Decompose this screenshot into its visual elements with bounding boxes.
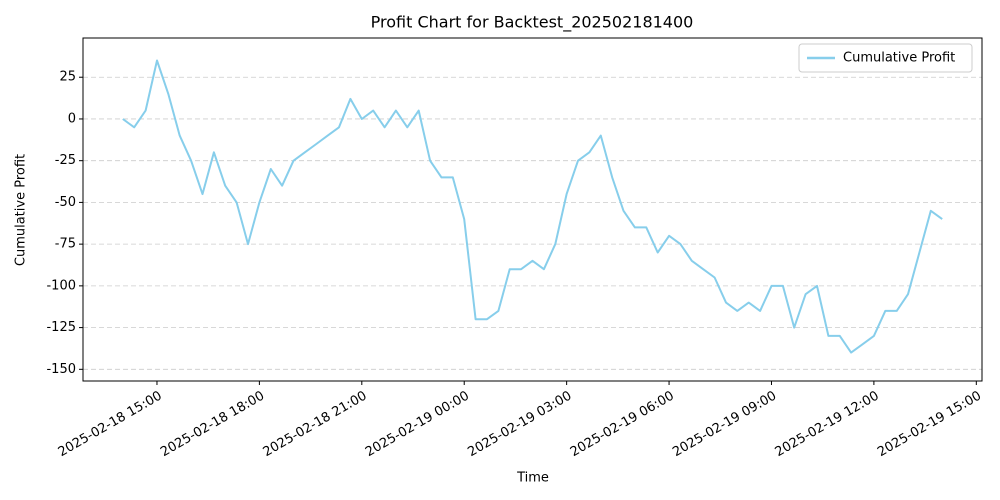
x-tick-label: 2025-02-18 21:00: [261, 389, 370, 461]
chart-title: Profit Chart for Backtest_202502181400: [371, 13, 694, 33]
x-axis-label: Time: [516, 471, 549, 486]
y-tick-label: 0: [68, 111, 76, 126]
plot-frame: [82, 37, 983, 382]
y-tick-label: -25: [55, 153, 76, 168]
y-axis-label: Cumulative Profit: [14, 154, 29, 266]
y-tick-label: -100: [46, 278, 76, 293]
line: [122, 59, 943, 354]
x-tick-label: 2025-02-19 15:00: [875, 389, 984, 461]
y-tick-label: -50: [55, 195, 76, 210]
x-tick-label: 2025-02-19 06:00: [568, 389, 677, 461]
x-tick-label: 2025-02-19 00:00: [363, 389, 472, 461]
x-tick-label: 2025-02-18 18:00: [158, 389, 267, 461]
x-tick-label: 2025-02-19 12:00: [773, 389, 882, 461]
y-tick-label: -125: [46, 320, 76, 335]
x-tick-label: 2025-02-19 09:00: [670, 389, 779, 461]
legend-label: Cumulative Profit: [843, 51, 955, 66]
y-tick-label: -75: [55, 237, 76, 252]
x-tick-label: 2025-02-19 03:00: [465, 389, 574, 461]
y-tick-label: -150: [46, 362, 76, 377]
y-tick-label: 25: [59, 70, 76, 85]
x-tick-label: 2025-02-18 15:00: [56, 389, 165, 461]
legend-box: [798, 43, 973, 73]
